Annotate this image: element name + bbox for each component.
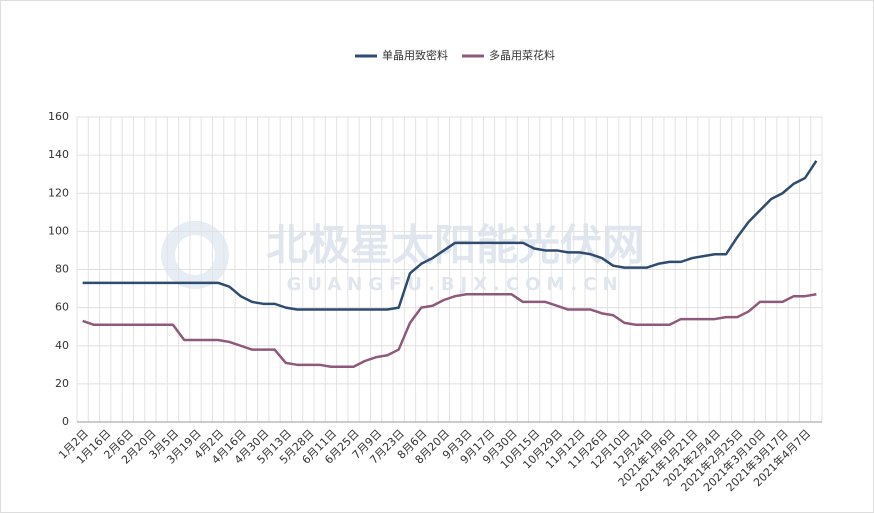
y-tick-label: 40 (55, 339, 69, 352)
y-tick-label: 100 (48, 224, 69, 237)
y-tick-label: 60 (55, 301, 69, 314)
legend-label: 单晶用致密料 (382, 48, 448, 62)
series-line (82, 160, 818, 311)
y-tick-label: 140 (48, 148, 69, 161)
y-tick-label: 0 (62, 415, 69, 428)
y-tick-label: 20 (55, 377, 69, 390)
watermark: 北极星太阳能光伏网 (266, 221, 644, 270)
series-line (82, 293, 817, 368)
y-tick-label: 160 (48, 110, 69, 123)
legend-label: 多晶用菜花料 (489, 48, 555, 62)
y-tick-label: 80 (55, 263, 69, 276)
y-tick-label: 120 (48, 186, 69, 199)
watermark-sub: GUANGFU.BJX.COM.CN (286, 274, 623, 295)
